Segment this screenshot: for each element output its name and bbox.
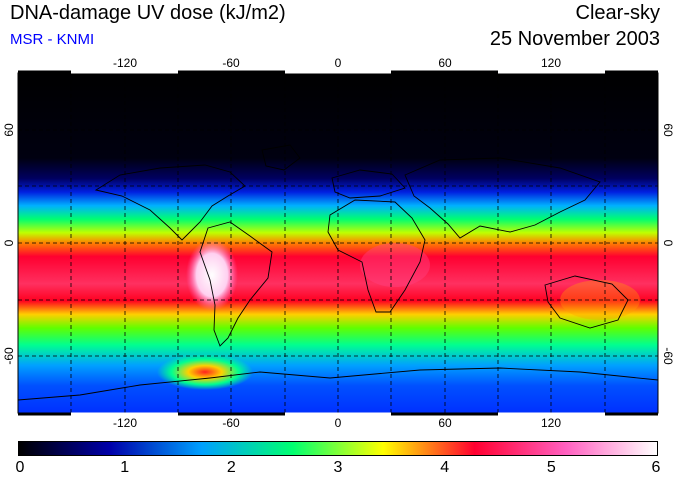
date-label: 25 November 2003: [489, 28, 660, 50]
frame-ticks: [18, 70, 658, 416]
colorbar-label: 0: [15, 459, 25, 476]
lon-tick-bottom: 120: [541, 416, 561, 430]
lon-tick-bottom: -120: [113, 416, 137, 430]
coastlines: [18, 144, 658, 401]
colorbar-label: 2: [226, 459, 236, 476]
colorbar-label: 3: [333, 459, 343, 476]
coastline-africa: [327, 199, 426, 313]
colorbar-label: 5: [546, 459, 556, 476]
lon-tick-bottom: 60: [438, 416, 452, 430]
colorbar-label: 1: [120, 459, 130, 476]
lon-tick-bottom: -60: [222, 416, 240, 430]
map-content: [18, 73, 658, 413]
lon-tick-top: -60: [222, 56, 240, 70]
africa-high-uv-region: [360, 243, 430, 287]
lat-tick-left: 60: [2, 123, 16, 137]
ozone-hole-region: [157, 354, 253, 390]
lat-tick-left: -60: [2, 347, 16, 365]
sky-condition-label: Clear-sky: [575, 2, 660, 24]
colorbar-label: 4: [440, 459, 450, 476]
lon-tick-top: -120: [113, 56, 137, 70]
coastline-south-america: [199, 221, 273, 347]
colorbar-label: 6: [651, 459, 661, 476]
coastline-europe: [331, 169, 406, 199]
source-label: MSR - KNMI: [10, 31, 95, 48]
lat-tick-right: -60: [661, 347, 675, 365]
andes-high-uv-region: [186, 239, 238, 311]
lat-tick-right: 60: [661, 123, 675, 137]
coastline-north-america: [94, 164, 246, 241]
coastline-asia: [404, 157, 601, 239]
coastline-antarctica: [18, 367, 658, 401]
lon-tick-top: 60: [438, 56, 452, 70]
map-title: DNA-damage UV dose (kJ/m2): [10, 2, 286, 24]
lon-tick-top: 120: [541, 56, 561, 70]
lon-tick-bottom: 0: [335, 416, 342, 430]
lat-tick-left: 0: [2, 239, 16, 246]
lat-tick-right: 0: [661, 240, 675, 247]
lon-tick-top: 0: [335, 56, 342, 70]
graticule: [18, 73, 658, 413]
coastline-australia: [544, 275, 629, 329]
colorbar: [18, 441, 658, 456]
